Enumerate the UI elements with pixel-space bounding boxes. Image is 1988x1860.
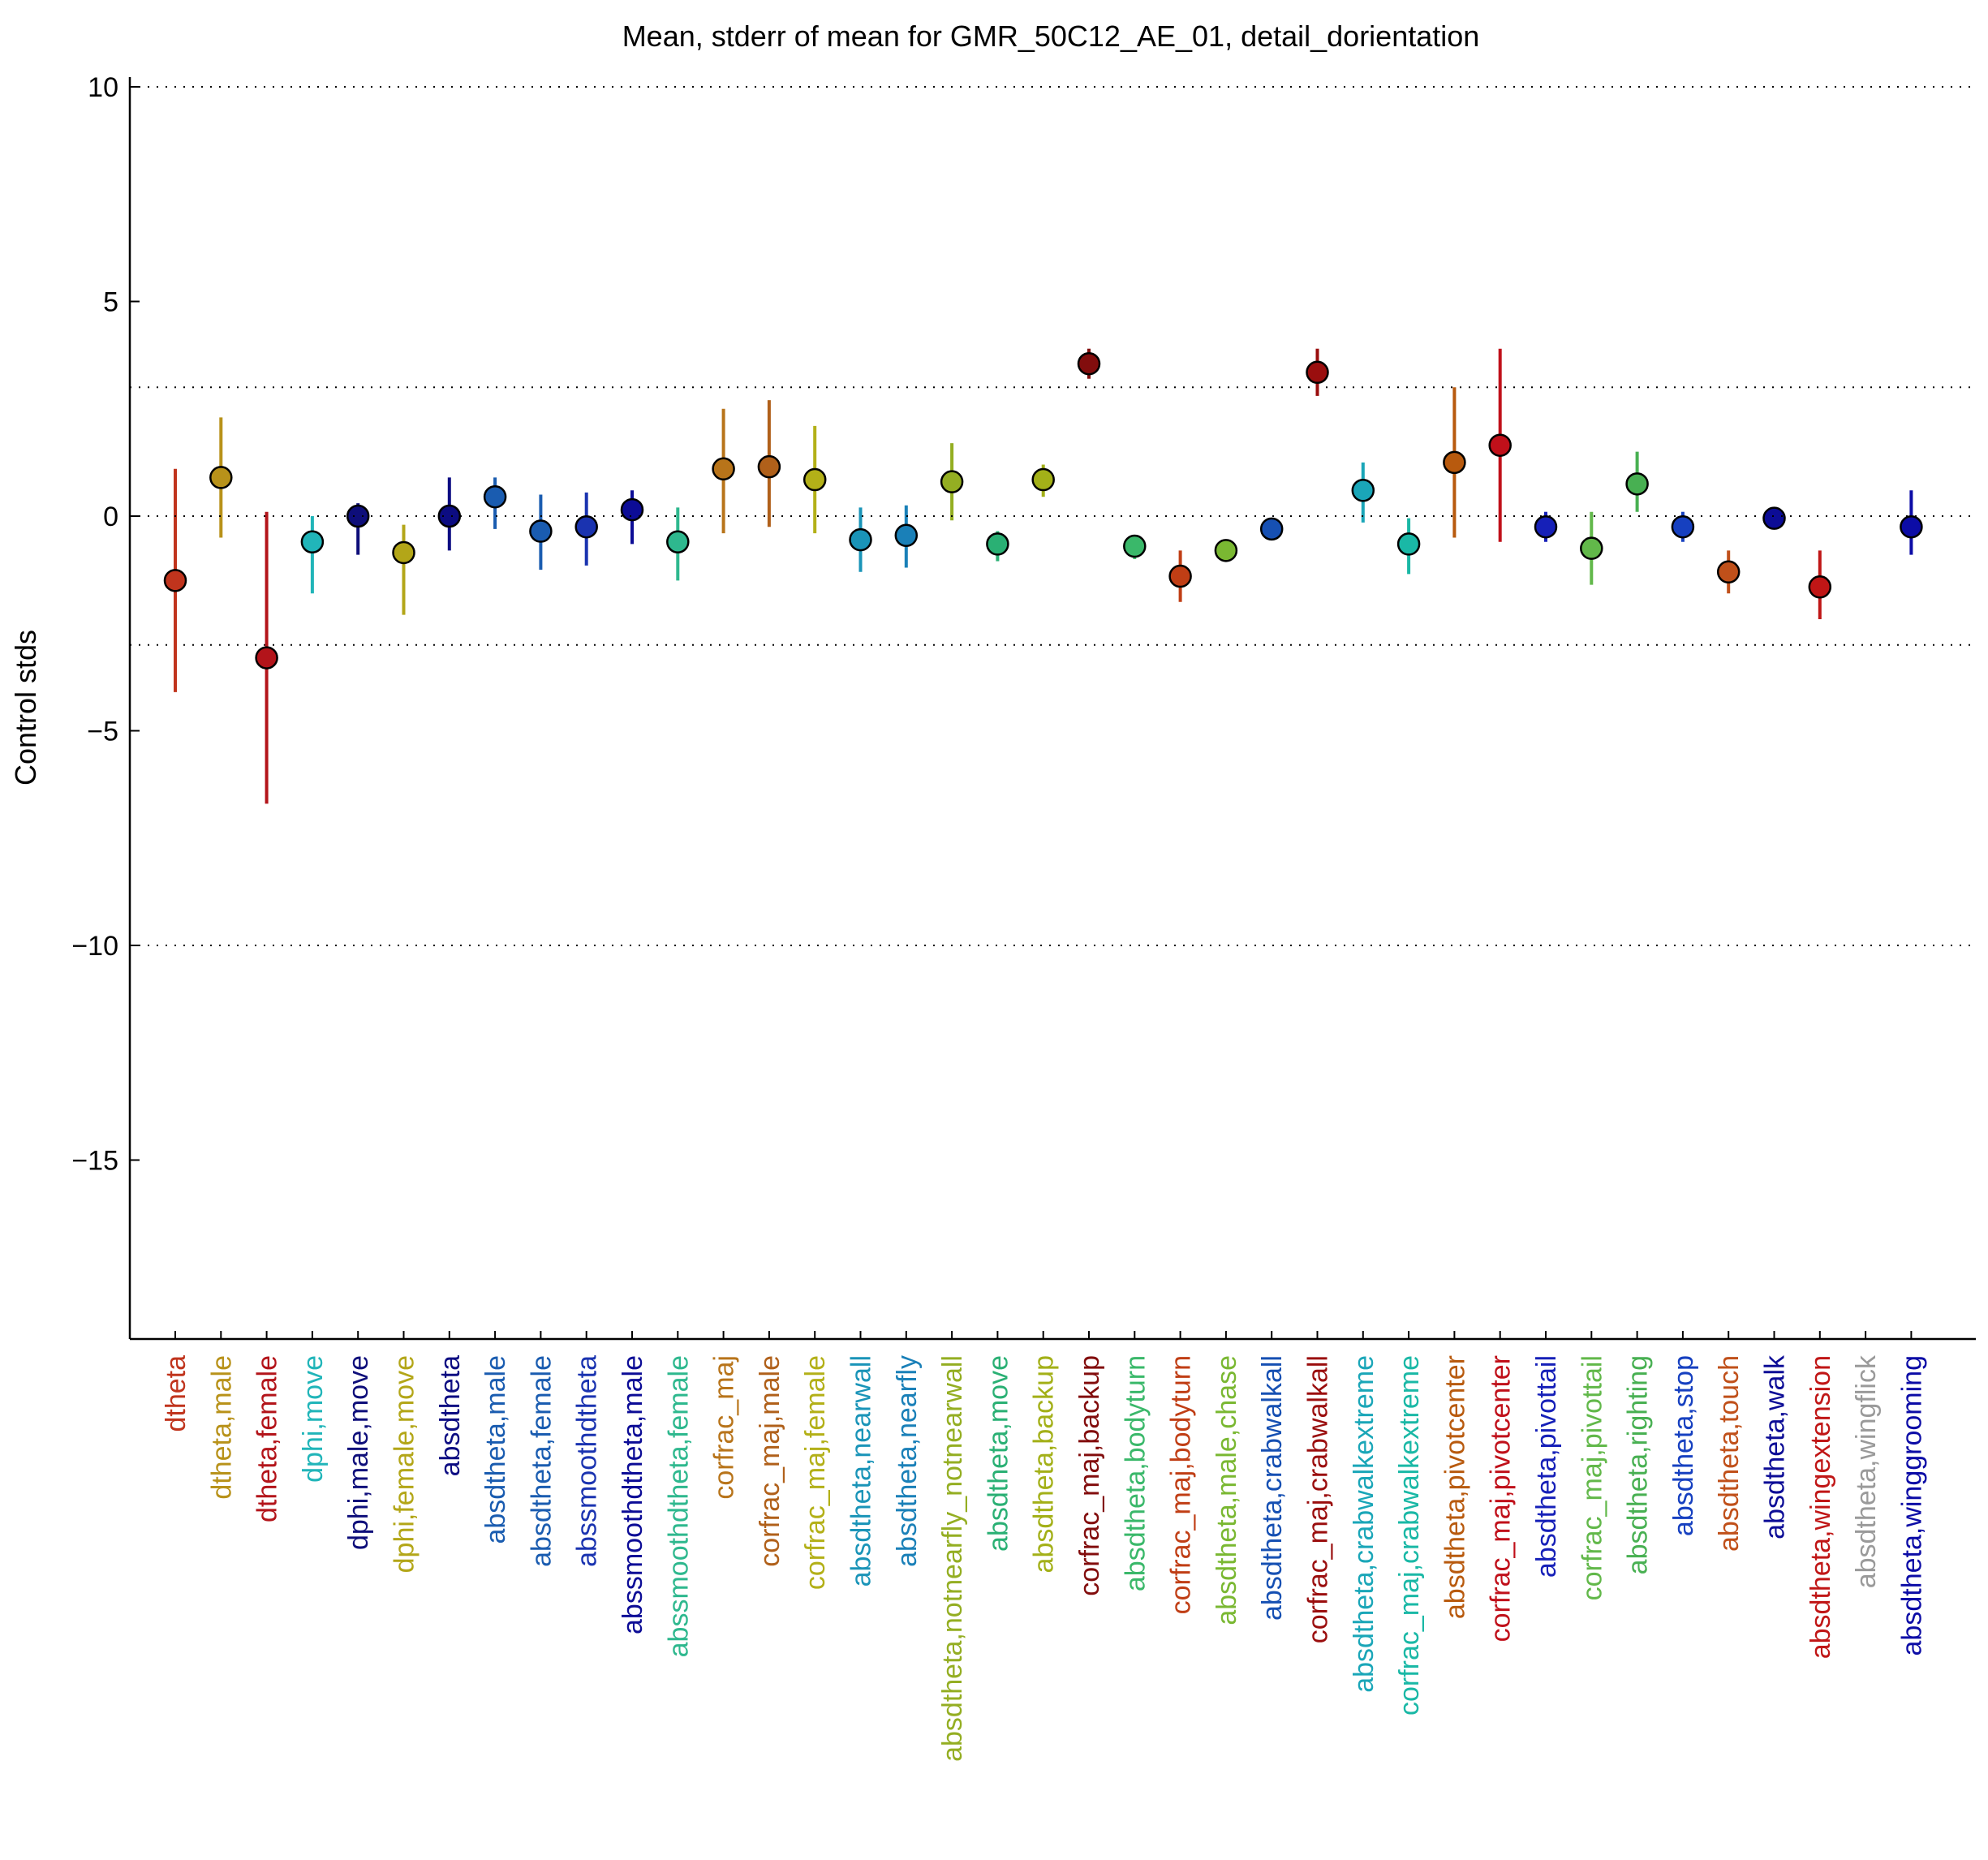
mean-marker xyxy=(1306,360,1329,385)
x-tick-label: absdtheta,winggrooming xyxy=(1896,1355,1927,1655)
x-tick-label: absdtheta,female xyxy=(526,1355,557,1567)
x-tick-label: absdtheta,righting xyxy=(1623,1355,1654,1574)
x-tick-label: dphi,female,move xyxy=(389,1355,420,1573)
mean-marker xyxy=(1259,517,1284,541)
x-tick-label: abssmoothdtheta xyxy=(572,1355,603,1567)
x-tick-label: absdtheta,backup xyxy=(1029,1355,1060,1573)
mean-marker xyxy=(574,515,598,539)
x-tick-label: absdtheta,wingflick xyxy=(1851,1354,1882,1588)
mean-marker xyxy=(483,484,507,509)
mean-marker xyxy=(757,454,781,479)
mean-marker xyxy=(437,504,462,528)
mean-marker xyxy=(1168,564,1192,588)
mean-marker xyxy=(300,530,325,553)
y-tick-label: 5 xyxy=(103,287,118,318)
y-tick-label: 10 xyxy=(88,72,118,103)
mean-marker xyxy=(1488,433,1512,457)
mean-marker xyxy=(986,532,1009,556)
chart-title: Mean, stderr of mean for GMR_50C12_AE_01… xyxy=(622,19,1480,53)
x-tick-label: corfrac_maj,backup xyxy=(1074,1355,1105,1596)
mean-marker xyxy=(1716,560,1741,584)
x-tick-label: dtheta,male xyxy=(206,1355,237,1500)
mean-marker xyxy=(849,527,872,552)
mean-marker xyxy=(666,530,690,553)
y-axis-label: Control stds xyxy=(9,630,42,786)
mean-marker xyxy=(1534,515,1558,539)
y-tick-label: −10 xyxy=(71,931,118,962)
y-tick-label: −15 xyxy=(71,1146,118,1177)
x-tick-label: dtheta xyxy=(161,1355,191,1432)
mean-marker xyxy=(940,470,964,493)
mean-marker xyxy=(209,466,233,489)
x-tick-label: dphi,move xyxy=(298,1355,329,1483)
x-tick-label: corfrac_maj,female xyxy=(800,1355,831,1590)
x-tick-label: dphi,male,move xyxy=(343,1355,374,1550)
x-tick-label: absdtheta,male,chase xyxy=(1211,1355,1242,1625)
x-tick-label: absdtheta,pivottail xyxy=(1531,1355,1562,1578)
mean-marker xyxy=(1123,534,1147,558)
plot-area: 10 5 0 −5 −10 −15 dtheta dtheta,male dtheta,fema… xyxy=(71,72,1976,1762)
x-tick-label: absdtheta,pivotcenter xyxy=(1439,1355,1470,1619)
x-tick-label: corfrac_maj,bodyturn xyxy=(1166,1355,1197,1614)
mean-marker xyxy=(1671,515,1695,539)
mean-marker xyxy=(1214,539,1238,562)
mean-marker xyxy=(346,504,370,528)
x-tick-label: absdtheta,stop xyxy=(1668,1355,1699,1536)
x-tick-label: absdtheta,male xyxy=(480,1355,511,1544)
x-tick-label: absdtheta xyxy=(435,1355,466,1476)
mean-marker xyxy=(1351,479,1375,502)
x-tick-label: corfrac_maj,pivottail xyxy=(1577,1355,1607,1600)
mean-marker xyxy=(529,519,553,543)
x-tick-label: corfrac_maj,crabwalkextreme xyxy=(1394,1355,1425,1716)
y-tick-label: 0 xyxy=(103,502,118,532)
mean-marker xyxy=(1396,532,1421,556)
x-tick-label: absdtheta,notnearfly_notnearwall xyxy=(937,1355,968,1762)
mean-marker xyxy=(1443,450,1466,475)
mean-marker xyxy=(1808,575,1832,599)
x-tick-label: abssmoothdtheta,female xyxy=(663,1355,694,1657)
x-tick-label: absdtheta,walk xyxy=(1760,1354,1791,1539)
mean-marker xyxy=(255,646,278,670)
mean-marker xyxy=(163,569,187,592)
mean-marker xyxy=(712,457,735,481)
x-tick-label: absdtheta,nearfly xyxy=(892,1355,923,1567)
mean-marker xyxy=(1625,472,1649,496)
x-tick-label: absdtheta,bodyturn xyxy=(1120,1355,1151,1591)
x-tick-label: absdtheta,crabwalkextreme xyxy=(1349,1355,1379,1693)
x-tick-label: absdtheta,nearwall xyxy=(846,1355,877,1587)
x-tick-label: corfrac_maj xyxy=(709,1355,740,1500)
x-tick-label: absdtheta,touch xyxy=(1714,1355,1745,1552)
x-tick-label: absdtheta,move xyxy=(983,1355,1013,1552)
x-tick-label: absdtheta,wingextension xyxy=(1805,1355,1836,1659)
mean-marker xyxy=(894,523,919,548)
x-tick-label: dtheta,female xyxy=(252,1355,283,1522)
x-tick-label: abssmoothdtheta,male xyxy=(617,1355,648,1634)
x-tick-label: corfrac_maj,crabwalkall xyxy=(1303,1355,1334,1643)
x-tick-label: corfrac_maj,male xyxy=(755,1355,785,1567)
mean-marker xyxy=(392,540,415,565)
mean-marker xyxy=(620,497,644,522)
y-tick-label: −5 xyxy=(87,717,118,747)
mean-marker xyxy=(1031,467,1055,492)
mean-marker xyxy=(1762,506,1786,530)
x-tick-label: corfrac_maj,pivotcenter xyxy=(1486,1355,1517,1642)
mean-marker xyxy=(803,467,827,492)
mean-marker xyxy=(1580,536,1603,560)
mean-marker xyxy=(1900,515,1923,539)
x-tick-label: absdtheta,crabwalkall xyxy=(1257,1355,1288,1621)
mean-marker xyxy=(1077,351,1101,376)
